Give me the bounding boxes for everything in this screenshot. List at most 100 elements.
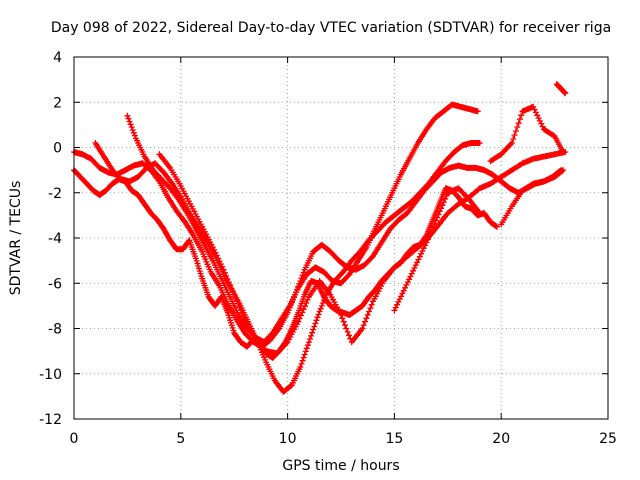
data-point — [553, 153, 556, 156]
data-point — [297, 286, 300, 289]
data-point — [401, 207, 405, 210]
data-point — [442, 110, 445, 113]
data-point — [414, 263, 417, 267]
data-point — [510, 141, 514, 145]
data-point — [467, 198, 471, 201]
series-3 — [124, 101, 481, 346]
data-point — [361, 327, 364, 330]
data-point — [188, 239, 191, 242]
data-point — [316, 315, 319, 319]
data-point — [322, 270, 326, 274]
data-point — [446, 211, 449, 215]
data-point — [450, 103, 454, 106]
y-tick-label: -12 — [39, 412, 62, 428]
data-point — [136, 175, 140, 179]
data-point — [410, 200, 413, 203]
data-point — [373, 227, 377, 231]
data-point — [271, 331, 274, 335]
data-point — [130, 189, 133, 192]
data-point — [288, 304, 291, 308]
data-point — [365, 245, 368, 249]
data-point — [265, 349, 268, 353]
data-point — [339, 313, 343, 317]
data-point — [397, 218, 400, 222]
data-point — [329, 250, 332, 253]
data-point — [532, 105, 535, 108]
data-point — [489, 159, 492, 163]
data-point — [408, 157, 411, 161]
data-point — [92, 189, 95, 192]
data-point — [521, 110, 524, 113]
data-point — [414, 248, 417, 251]
data-point — [380, 241, 383, 244]
data-point — [226, 302, 229, 305]
data-point — [500, 223, 503, 226]
data-point — [297, 320, 300, 323]
series-0 — [71, 167, 500, 361]
data-point — [425, 128, 428, 131]
y-tick-label: 4 — [53, 50, 62, 66]
data-point — [194, 227, 197, 231]
data-point — [489, 220, 492, 224]
data-point — [474, 166, 477, 170]
data-point — [282, 390, 285, 394]
data-point — [363, 263, 366, 267]
data-point — [168, 187, 172, 190]
data-point — [168, 166, 172, 170]
data-point — [271, 356, 274, 360]
data-point — [213, 304, 217, 308]
data-point — [239, 340, 242, 344]
data-point — [128, 180, 131, 183]
data-point — [233, 331, 236, 335]
data-point — [111, 182, 114, 185]
series-7 — [487, 103, 567, 165]
data-point — [553, 175, 556, 179]
data-point — [348, 273, 351, 276]
data-point — [226, 311, 229, 314]
data-point — [186, 211, 189, 215]
data-point — [243, 318, 247, 321]
data-point — [382, 209, 385, 213]
data-point — [542, 128, 546, 131]
data-point — [521, 189, 524, 192]
data-point — [149, 211, 153, 215]
data-point — [254, 338, 257, 342]
data-point — [393, 266, 396, 269]
data-point — [564, 92, 567, 95]
data-point — [448, 166, 452, 170]
data-point — [132, 164, 136, 167]
data-point — [391, 191, 394, 194]
data-point — [559, 87, 563, 90]
data-point — [314, 266, 317, 269]
x-tick-label: 0 — [70, 431, 79, 447]
data-point — [457, 164, 460, 167]
data-point — [262, 340, 266, 344]
data-point — [305, 273, 309, 276]
data-point — [440, 171, 443, 174]
data-point — [200, 277, 204, 280]
data-point — [367, 295, 370, 299]
data-point — [200, 250, 204, 253]
data-point — [382, 279, 385, 283]
data-point — [453, 150, 456, 154]
data-point — [348, 313, 351, 317]
data-point — [356, 259, 360, 262]
series-markers — [498, 167, 567, 228]
data-points — [71, 81, 569, 395]
series-2 — [92, 140, 483, 395]
data-point — [312, 250, 315, 253]
data-point — [222, 268, 225, 271]
data-point — [478, 187, 482, 190]
data-point — [153, 162, 157, 165]
data-point — [211, 259, 215, 262]
y-tick-label: -4 — [48, 231, 62, 247]
data-point — [228, 295, 232, 299]
y-axis-label: SDTVAR / TECUs — [8, 181, 24, 296]
x-tick-label: 5 — [176, 431, 185, 447]
data-point — [203, 243, 206, 246]
chart-title: Day 098 of 2022, Sidereal Day-to-day VTE… — [51, 20, 611, 36]
data-point — [134, 137, 138, 140]
data-point — [171, 182, 174, 185]
data-point — [425, 241, 428, 244]
data-point — [102, 155, 106, 158]
